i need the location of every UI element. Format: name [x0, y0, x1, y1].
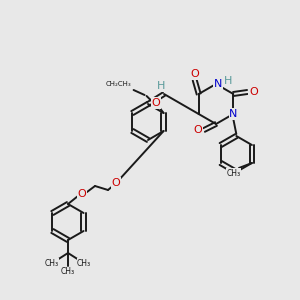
- Text: CH₃: CH₃: [61, 268, 75, 277]
- Text: N: N: [214, 79, 222, 89]
- Text: O: O: [190, 69, 199, 79]
- Text: O: O: [112, 178, 120, 188]
- Text: CH₃: CH₃: [227, 169, 241, 178]
- Text: O: O: [78, 189, 86, 199]
- Text: O: O: [151, 98, 160, 108]
- Text: CH₃: CH₃: [45, 259, 59, 268]
- Text: O: O: [194, 125, 202, 135]
- Text: O: O: [249, 87, 258, 97]
- Text: CH₃: CH₃: [77, 259, 91, 268]
- Text: H: H: [157, 81, 165, 91]
- Text: N: N: [229, 109, 238, 119]
- Text: CH₂CH₃: CH₂CH₃: [106, 81, 132, 87]
- Text: H: H: [224, 76, 232, 86]
